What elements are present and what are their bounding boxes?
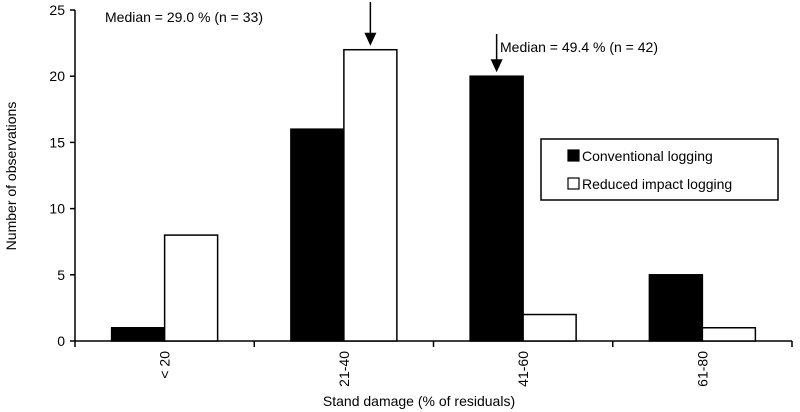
legend-box [540,138,779,201]
annotations: Median = 29.0 % (n = 33) Median = 49.4 % … [105,2,658,73]
median-annotation: Median = 29.0 % (n = 33) [105,9,263,25]
y-axis-title: Number of observations [3,102,19,251]
bar [648,274,704,342]
y-tick-label: 0 [57,333,65,349]
bar [163,234,219,342]
y-tick-label: 5 [57,267,65,283]
bar [290,128,345,342]
legend-swatch [567,177,580,190]
legend: Conventional logging Reduced impact loggi… [540,138,779,201]
bar [522,313,577,342]
y-tick-label: 20 [49,68,65,84]
x-tick-label: < 20 [157,351,173,379]
legend-label: Conventional logging [582,148,713,164]
bar [469,75,524,342]
y-tick-label: 25 [49,2,65,18]
legend-label: Reduced impact logging [582,176,732,192]
arrow-head-icon [364,32,377,46]
bar [110,327,166,342]
median-annotation: Median = 49.4 % (n = 42) [500,39,658,55]
bar [701,327,757,342]
legend-swatch [567,149,580,162]
x-tick-label: 61-80 [694,351,710,387]
bars [110,48,757,342]
x-tick-label: 41-60 [515,351,531,387]
y-tick-label: 15 [49,134,65,150]
x-axis-title: Stand damage (% of residuals) [323,393,515,409]
arrow-head-icon [490,59,503,73]
x-tick-label: 21-40 [336,351,352,387]
y-tick-label: 10 [49,201,65,217]
bar [343,48,398,342]
